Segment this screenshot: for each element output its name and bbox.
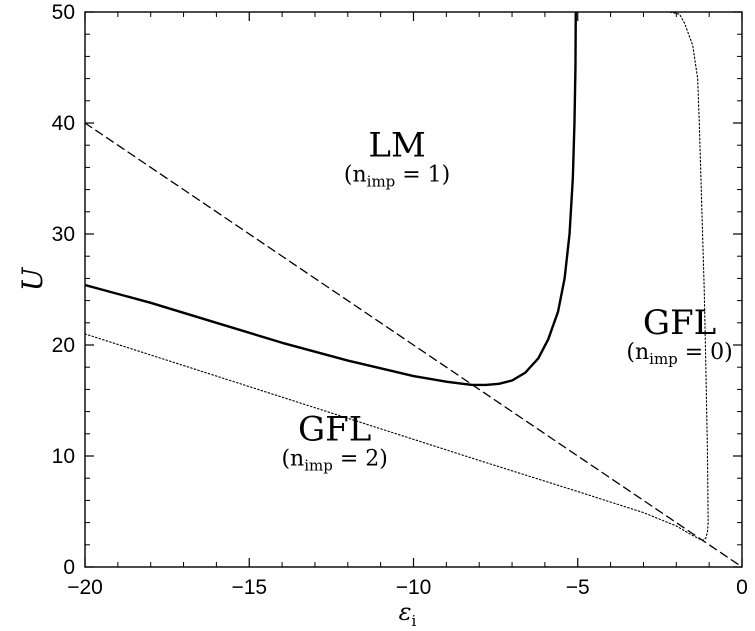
y-tick-label: 10 [52, 445, 75, 468]
axes: −20 −15 −10 −5 0 0 10 20 30 40 50 εi U [16, 1, 748, 630]
y-tick-label: 50 [52, 1, 75, 24]
region-label-gfl2: GFL [298, 409, 371, 449]
y-axis-label: U [16, 266, 49, 291]
y-tick-label: 0 [63, 556, 75, 579]
region-sublabel-prefix: (n [344, 162, 367, 187]
x-tick-label: −10 [396, 576, 432, 599]
region-sublabel-gfl2: (nimp = 2) [281, 446, 387, 474]
x-tick-label: −5 [566, 576, 590, 599]
x-tick-label: −20 [67, 576, 103, 599]
plot-frame [84, 11, 743, 568]
x-tick-label: 0 [736, 576, 748, 599]
region-label-gfl0: GFL [643, 303, 716, 343]
dashed-line [85, 122, 742, 567]
y-tick-label: 40 [52, 112, 75, 135]
region-label-lm: LM [368, 125, 425, 165]
solid-line [85, 12, 577, 387]
region-sublabel-subscript: imp [367, 172, 396, 190]
x-axis-label: εi [399, 598, 417, 630]
region-sublabel-prefix: (n [626, 340, 649, 365]
region-sublabel-suffix: = 1) [395, 162, 450, 187]
region-sublabel-gfl0: (nimp = 0) [626, 340, 732, 368]
region-sublabel-prefix: (n [281, 446, 304, 471]
region-sublabel-suffix: = 0) [678, 340, 733, 365]
y-tick-label: 20 [52, 334, 75, 357]
region-sublabel-subscript: imp [649, 350, 678, 368]
x-tick-label: −15 [231, 576, 267, 599]
x-axis-label-symbol: ε [399, 598, 412, 626]
region-sublabel-lm: (nimp = 1) [344, 162, 450, 190]
y-tick-label: 30 [52, 223, 75, 246]
x-axis-label-subscript: i [412, 612, 417, 630]
dotted-line [85, 12, 709, 541]
plot-curves [85, 12, 742, 567]
region-sublabel-subscript: imp [304, 456, 333, 474]
region-sublabel-suffix: = 2) [333, 446, 388, 471]
region-labels: LM(nimp = 1)GFL(nimp = 0)GFL(nimp = 2) [281, 125, 732, 474]
